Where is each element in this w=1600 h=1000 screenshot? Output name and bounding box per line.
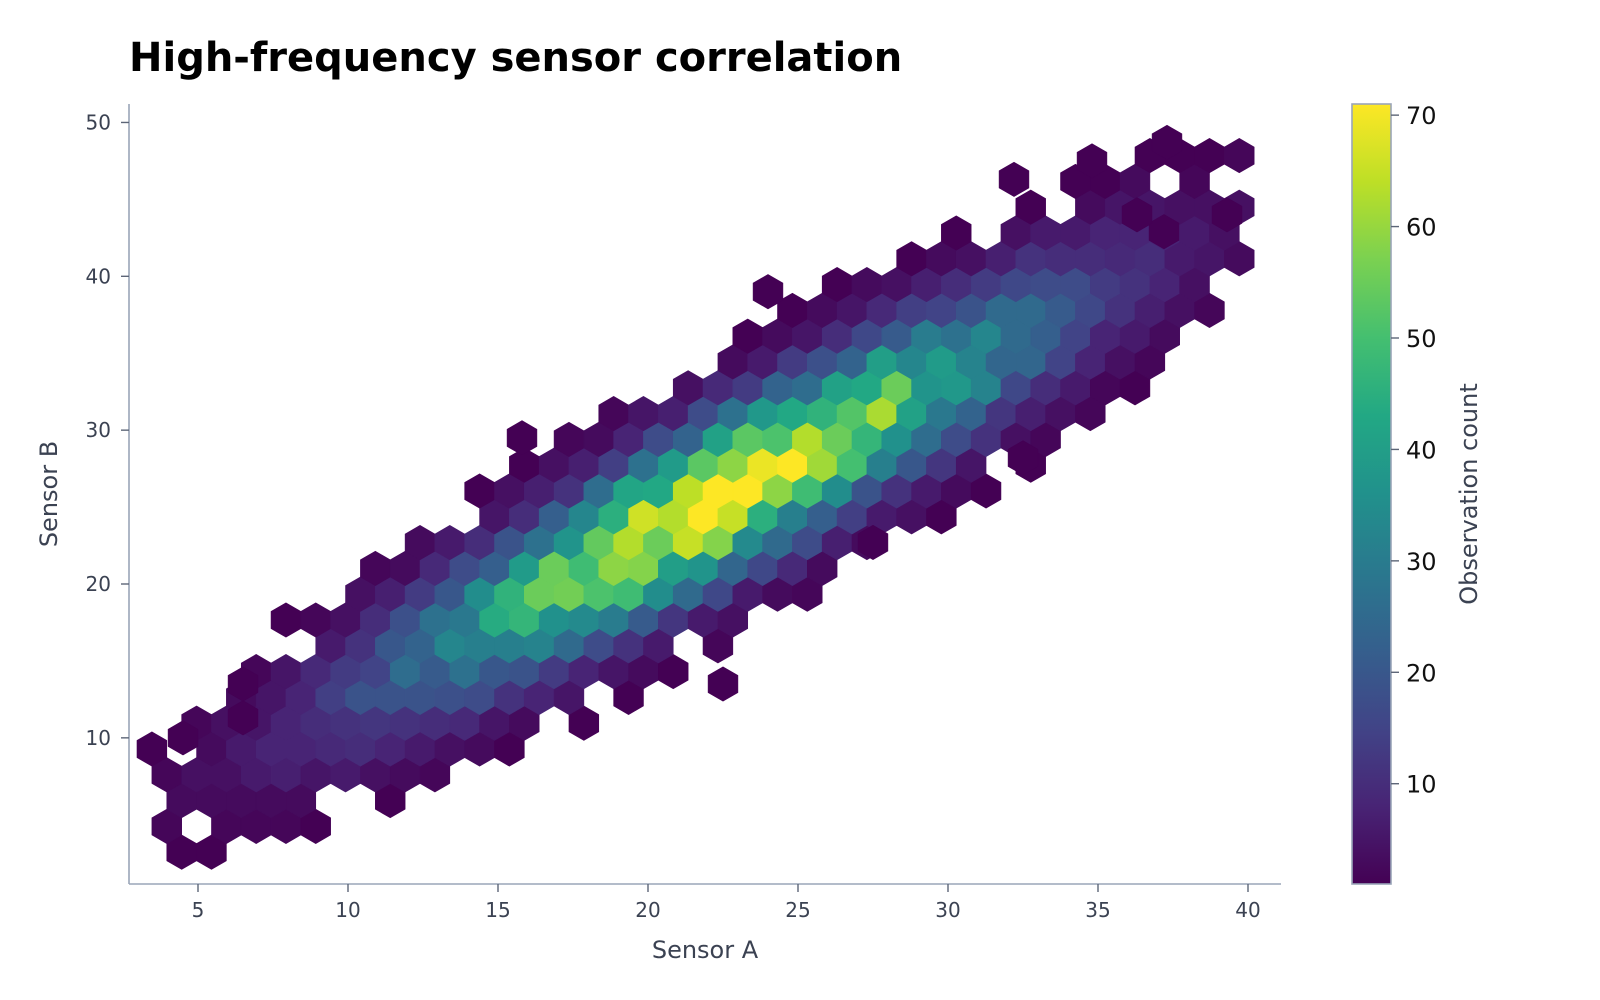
chart-title: High-frequency sensor correlation: [129, 35, 902, 81]
hexbin-cell: [1148, 214, 1180, 250]
hexbin-cell: [136, 731, 168, 767]
hexbin-cell: [1151, 124, 1183, 161]
hexbin-cell: [998, 161, 1030, 197]
y-tick-label: 20: [86, 572, 111, 596]
colorbar-tick-label: 40: [1406, 436, 1437, 464]
x-axis-ticks: 5 10 15 20 25 30 35 40: [192, 884, 1261, 922]
y-tick-label: 30: [86, 418, 111, 442]
colorbar-gradient: [1351, 103, 1392, 885]
colorbar-ticks: 10 20 30 40 50 60 70: [1391, 102, 1437, 799]
hexbin-cell: [857, 524, 889, 561]
hexbin-cell: [1076, 143, 1108, 179]
x-tick-label: 15: [485, 898, 510, 922]
hexbin-cell: [167, 720, 199, 756]
x-tick-label: 25: [785, 898, 810, 922]
colorbar-tick-label: 70: [1406, 102, 1437, 130]
x-tick-label: 10: [335, 898, 360, 922]
hexbin-cell: [1007, 440, 1039, 476]
hexbin-cell: [1121, 197, 1153, 233]
y-axis-title: Sensor B: [35, 441, 63, 547]
x-tick-label: 5: [192, 898, 205, 922]
colorbar-title: Observation count: [1455, 383, 1483, 604]
hexbin-cell: [752, 274, 784, 310]
colorbar-tick-label: 30: [1406, 548, 1437, 576]
x-tick-label: 30: [935, 898, 960, 922]
x-tick-label: 35: [1085, 898, 1110, 922]
colorbar: 10 20 30 40 50 60 70 Observation count: [1351, 102, 1483, 885]
hexbin-cell: [1015, 189, 1046, 225]
y-axis-ticks: 10 20 30 40 50: [86, 110, 129, 750]
hexbin-cell: [227, 700, 259, 736]
y-tick-label: 50: [86, 110, 111, 134]
x-tick-label: 20: [635, 898, 660, 922]
y-tick-label: 10: [86, 726, 111, 750]
hexbin-cell: [227, 666, 259, 702]
hexbin-cells: [136, 124, 1255, 870]
x-axis-title: Sensor A: [652, 936, 759, 964]
hexbin-cell: [1211, 197, 1243, 233]
colorbar-tick-label: 60: [1406, 214, 1437, 242]
y-tick-label: 40: [86, 264, 111, 288]
hexbin-cell: [270, 602, 302, 638]
colorbar-tick-label: 10: [1406, 771, 1437, 799]
hexbin-cell: [1224, 138, 1255, 174]
colorbar-tick-label: 50: [1406, 325, 1437, 353]
colorbar-tick-label: 20: [1406, 659, 1437, 687]
hexbin-cell: [941, 215, 972, 251]
x-tick-label: 40: [1235, 898, 1260, 922]
hexbin-cell: [506, 420, 538, 456]
hexbin-cell: [707, 666, 739, 702]
